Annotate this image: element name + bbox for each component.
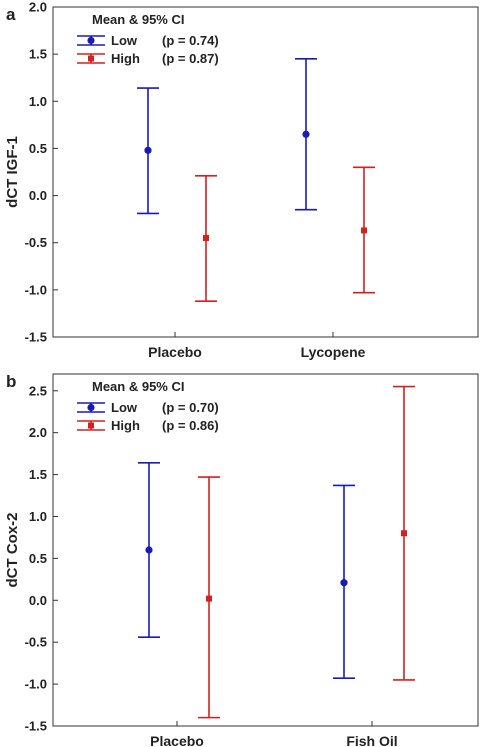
y-tick-label: 1.0 [29,94,47,109]
mean-point [206,595,212,602]
legend-title: Mean & 95% CI [92,12,184,27]
y-tick-label: -0.5 [25,635,47,650]
plot-frame [52,6,479,338]
legend-p-value: (p = 0.70) [162,400,219,415]
legend-p-value: (p = 0.86) [162,418,219,433]
y-tick-label: 1.0 [29,509,47,524]
legend-p-value: (p = 0.87) [162,51,219,66]
y-tick-label: 2.0 [29,0,47,15]
mean-point [203,235,209,241]
legend-marker [88,422,94,429]
plot-frame [52,373,479,727]
y-tick-label: 2.5 [29,383,47,398]
y-tick-label: -0.5 [25,235,47,250]
legend-entry: High [111,51,140,66]
x-tick-label: Placebo [150,733,204,747]
y-axis-label: dCT IGF-1 [4,136,21,208]
panel-label: a [6,5,16,24]
legend-marker [87,36,95,45]
y-tick-label: 2.0 [29,425,47,440]
legend-title: Mean & 95% CI [92,379,184,394]
mean-point [302,130,310,138]
legend-marker [88,55,94,62]
y-tick-label: 0.0 [29,593,47,608]
y-tick-label: -1.5 [25,719,47,734]
x-tick-label: Placebo [148,344,202,360]
legend-marker [87,403,95,412]
mean-point [401,530,407,537]
mean-point [361,227,367,234]
x-tick-label: Fish Oil [346,733,397,747]
mean-point [145,546,153,554]
legend-p-value: (p = 0.74) [162,33,219,48]
legend-entry: Low [111,400,138,415]
legend-entry: High [111,418,140,433]
y-tick-label: -1.5 [25,330,47,345]
series-low [137,58,317,215]
legend-entry: Low [111,33,138,48]
y-tick-label: 0.5 [29,551,47,566]
panel-label: b [6,372,16,391]
legend: Mean & 95% CI Low (p = 0.70) High (p = 0.86) [77,379,219,433]
x-tick-label: Lycopene [301,344,366,360]
y-tick-label: -1.0 [25,282,47,297]
chart-panel-a: a -1.5 -1.0 -0.5 0.0 0.5 1.0 1.5 2.0 dCT IGF-1 Pla… [4,0,479,360]
y-tick-label: 1.5 [29,47,47,62]
y-axis-label: dCT Cox-2 [4,513,21,588]
y-tick-label: 1.5 [29,467,47,482]
mean-point [340,579,348,587]
series-high [198,385,415,719]
chart-panel-b: b -1.5 -1.0 -0.5 0.0 0.5 1.0 1.5 2.0 2.5 dCT Cox-2… [4,372,479,747]
series-low [138,462,355,680]
legend: Mean & 95% CI Low (p = 0.74) High (p = 0.87) [77,12,219,66]
y-tick-label: -1.0 [25,677,47,692]
y-tick-label: 0.5 [29,141,47,156]
y-tick-label: 0.0 [29,188,47,203]
mean-point [144,146,152,154]
series-high [195,166,375,302]
